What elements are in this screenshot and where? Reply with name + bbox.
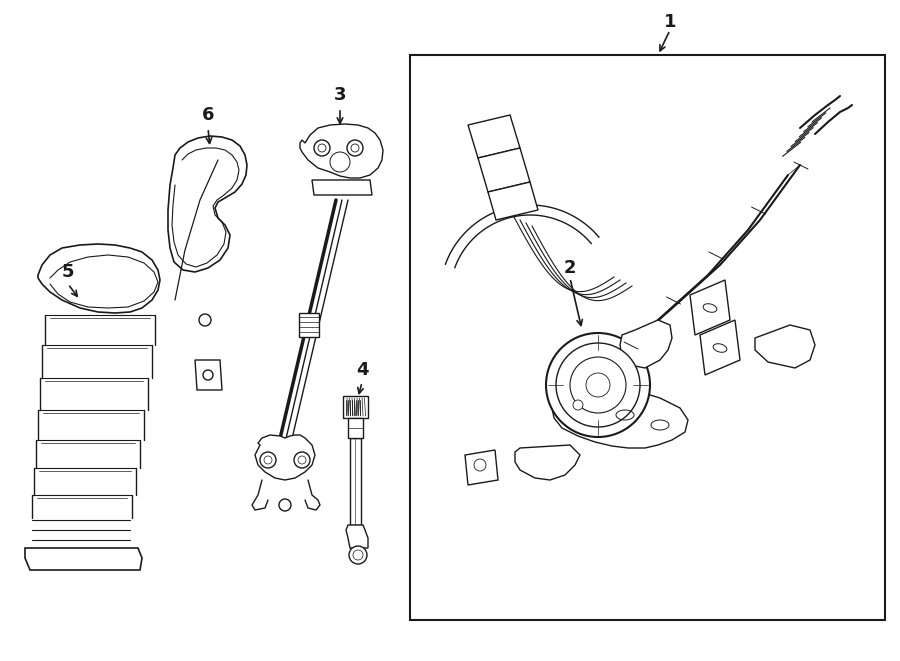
Text: 4: 4 [356,361,368,379]
Polygon shape [478,148,530,192]
Circle shape [546,333,650,437]
Polygon shape [465,450,498,485]
Text: 2: 2 [563,259,576,277]
Polygon shape [488,182,538,220]
Circle shape [279,499,291,511]
Circle shape [573,400,583,410]
Circle shape [351,144,359,152]
Polygon shape [195,360,222,390]
Polygon shape [343,396,368,418]
Polygon shape [348,418,363,438]
Polygon shape [300,124,383,178]
Text: 6: 6 [202,106,214,124]
Circle shape [314,140,330,156]
Polygon shape [468,115,520,158]
Circle shape [318,144,326,152]
Circle shape [570,357,626,413]
Polygon shape [700,320,740,375]
Circle shape [586,373,610,397]
Polygon shape [618,165,800,355]
Polygon shape [168,136,247,272]
Text: 5: 5 [62,263,74,281]
Circle shape [260,452,276,468]
Circle shape [556,343,640,427]
Circle shape [353,550,363,560]
Circle shape [347,140,363,156]
Polygon shape [690,280,730,335]
Polygon shape [255,435,315,480]
Circle shape [349,546,367,564]
Polygon shape [515,445,580,480]
Circle shape [203,370,213,380]
Polygon shape [552,388,688,448]
Polygon shape [312,180,372,195]
Bar [410,55,885,620]
Polygon shape [25,548,142,570]
Circle shape [298,456,306,464]
Circle shape [330,152,350,172]
Circle shape [294,452,310,468]
Polygon shape [346,525,368,548]
Circle shape [264,456,272,464]
Circle shape [474,459,486,471]
Polygon shape [299,313,319,337]
Polygon shape [38,244,160,313]
Polygon shape [350,438,361,525]
Polygon shape [755,325,815,368]
Text: 1: 1 [664,13,676,31]
Text: 3: 3 [334,86,346,104]
Circle shape [199,314,211,326]
Polygon shape [620,320,672,368]
